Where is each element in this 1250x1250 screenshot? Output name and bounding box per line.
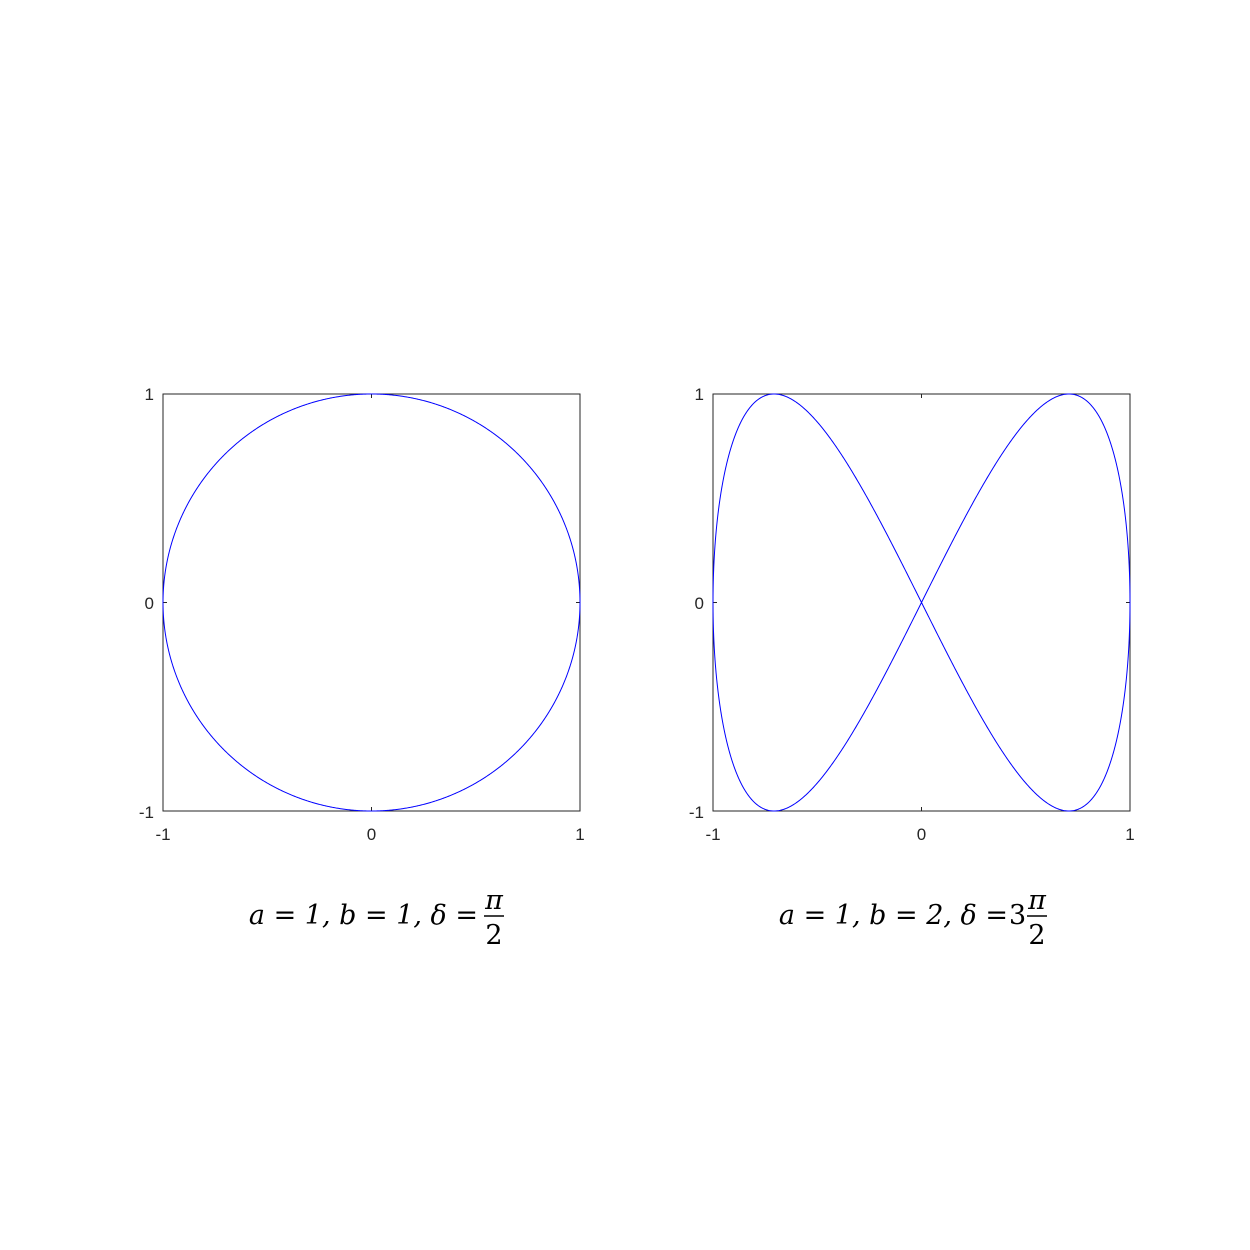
plot-2: 1 0 -1 -1 0 1 a = 1, b = 2, δ = 3 π 2 [689, 385, 1135, 951]
caption-numerator-2: π [1027, 885, 1047, 916]
caption-1: a = 1, b = 1, δ = π 2 [249, 885, 504, 951]
caption-coef-2: 3 [1009, 900, 1026, 931]
caption-numerator-1: π [484, 885, 504, 916]
ticks-1 [162, 393, 581, 812]
xtick-label-mid-1: 0 [367, 825, 376, 844]
caption-lhs-2: a = 1, b = 2, δ = [779, 900, 1008, 931]
caption-2: a = 1, b = 2, δ = 3 π 2 [779, 885, 1047, 951]
xtick-label-right-1: 1 [575, 825, 584, 844]
ytick-label-top-2: 1 [695, 385, 704, 404]
lissajous-curve-1 [162, 393, 581, 812]
ytick-label-mid-1: 0 [145, 594, 154, 613]
axes-box-1 [162, 393, 581, 812]
ticks-2 [712, 393, 1131, 812]
caption-denominator-2: 2 [1028, 920, 1045, 951]
xtick-label-left-2: -1 [705, 825, 720, 844]
ytick-label-bottom-1: -1 [139, 803, 154, 822]
lissajous-curve-2 [712, 393, 1131, 812]
ytick-label-top-1: 1 [145, 385, 154, 404]
caption-denominator-1: 2 [485, 920, 502, 951]
xtick-label-right-2: 1 [1125, 825, 1134, 844]
xtick-label-left-1: -1 [155, 825, 170, 844]
plot-1: 1 0 -1 -1 0 1 a = 1, b = 1, δ = π 2 [139, 385, 585, 951]
ytick-label-bottom-2: -1 [689, 803, 704, 822]
caption-lhs-1: a = 1, b = 1, δ = [249, 900, 478, 931]
xtick-label-mid-2: 0 [917, 825, 926, 844]
ytick-label-mid-2: 0 [695, 594, 704, 613]
